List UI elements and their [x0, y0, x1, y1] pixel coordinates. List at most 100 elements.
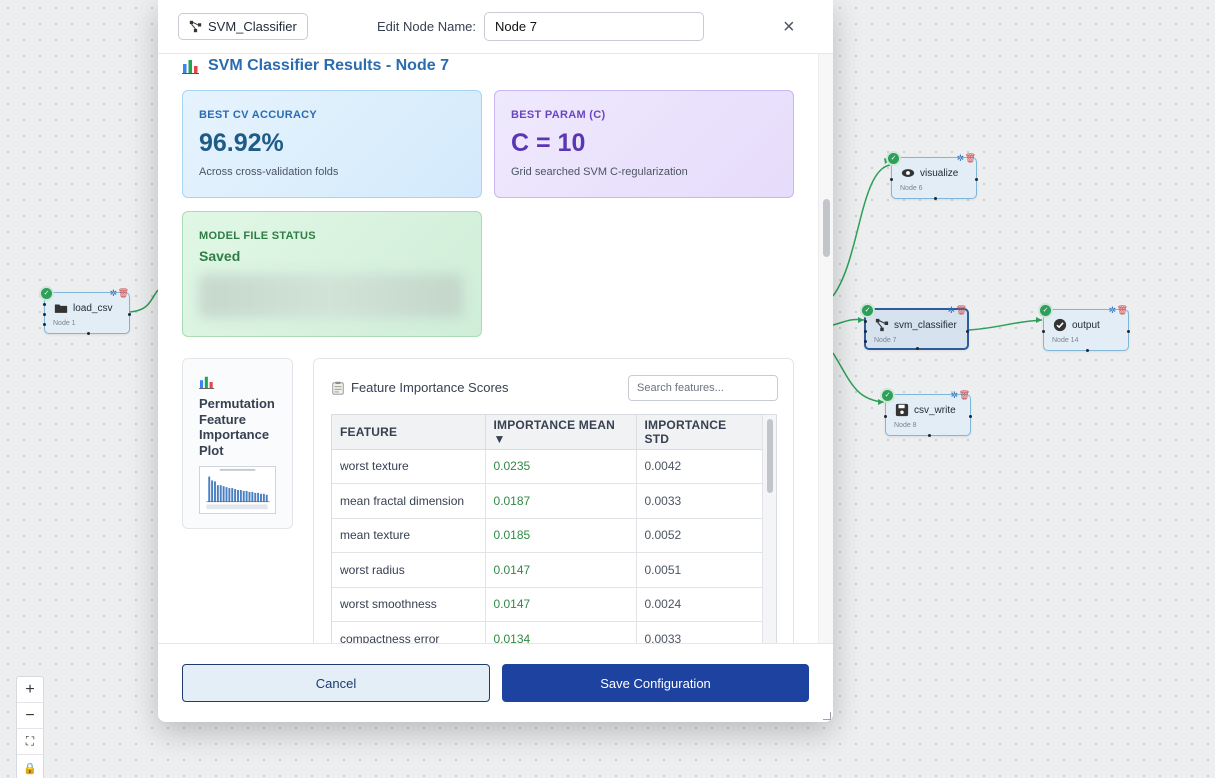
resize-handle-icon[interactable]: [823, 712, 831, 720]
cell-std: 0.0042: [636, 449, 763, 484]
zoom-in-button[interactable]: +: [17, 677, 43, 703]
cell-mean: 0.0187: [485, 483, 637, 519]
importance-title-text: Feature Importance Scores: [351, 380, 509, 395]
table-row: mean fractal dimension 0.0187 0.0033: [332, 483, 763, 519]
modal-scroll-thumb[interactable]: [823, 199, 830, 257]
cell-mean: 0.0235: [485, 449, 637, 484]
status-ok-icon: ✓: [862, 305, 873, 316]
modal-body: SVM Classifier Results - Node 7 BEST CV …: [158, 54, 818, 643]
lock-button[interactable]: 🔒: [23, 762, 37, 775]
node-load-csv[interactable]: ✓ ✲ 🗑 load_csv Node 1: [41, 288, 131, 335]
param-desc: Grid searched SVM C-regularization: [511, 166, 688, 178]
node-sub: Node 6: [900, 185, 923, 192]
status-ok-icon: ✓: [882, 390, 893, 401]
bar-chart-icon: [182, 60, 199, 74]
network-icon: [875, 318, 889, 332]
model-status-label: MODEL FILE STATUS: [199, 230, 316, 242]
cell-std: 0.0033: [636, 483, 763, 519]
network-icon: [189, 20, 202, 33]
table-row: worst texture 0.0235 0.0042: [332, 449, 763, 484]
node-visualize[interactable]: ✓ ✲ 🗑 visualize Node 6: [888, 153, 978, 200]
cell-std: 0.0033: [636, 621, 763, 643]
zoom-controls: + − ⛶ 🔒: [16, 676, 44, 778]
node-name-input[interactable]: [484, 12, 704, 41]
accuracy-label: BEST CV ACCURACY: [199, 109, 318, 121]
importance-table-card: Feature Importance Scores FEATURE IMPORT…: [313, 358, 794, 643]
param-label: BEST PARAM (C): [511, 109, 606, 121]
node-type-label: SVM_Classifier: [208, 19, 297, 34]
cell-feature: worst radius: [332, 552, 486, 588]
model-status-value: Saved: [199, 248, 241, 264]
node-output[interactable]: ✓ ✲ 🗑 output Node 14: [1040, 305, 1130, 352]
table-scrollbar[interactable]: [762, 415, 776, 643]
cell-feature: mean texture: [332, 518, 486, 553]
plot-title: Permutation Feature Importance Plot: [199, 396, 275, 458]
node-label: csv_write: [914, 405, 956, 416]
edge-svm-to-output: [968, 319, 1043, 331]
trash-icon[interactable]: 🗑: [1116, 305, 1128, 315]
feature-search-input[interactable]: [628, 375, 778, 401]
node-svm-classifier[interactable]: ✓ ✲ 🗑 svm_classifier Node 7: [862, 305, 969, 350]
eye-icon: [901, 169, 915, 177]
node-label: svm_classifier: [894, 320, 957, 331]
trash-icon[interactable]: 🗑: [117, 288, 129, 298]
table-scroll-thumb[interactable]: [767, 419, 773, 493]
table-row: compactness error 0.0134 0.0033: [332, 621, 763, 643]
col-importance-mean[interactable]: IMPORTANCE MEAN ▼: [485, 415, 637, 450]
cancel-button[interactable]: Cancel: [182, 664, 490, 702]
save-configuration-button[interactable]: Save Configuration: [502, 664, 809, 702]
param-card: BEST PARAM (C) C = 10 Grid searched SVM …: [494, 90, 794, 198]
trash-icon[interactable]: 🗑: [964, 153, 976, 163]
cell-feature: compactness error: [332, 621, 486, 643]
cell-std: 0.0051: [636, 552, 763, 588]
node-csv-write[interactable]: ✓ ✲ 🗑 csv_write Node 8: [882, 390, 972, 437]
trash-icon[interactable]: 🗑: [955, 305, 967, 315]
accuracy-value: 96.92%: [199, 129, 284, 157]
importance-plot-card[interactable]: Permutation Feature Importance Plot: [182, 358, 293, 529]
cell-mean: 0.0147: [485, 552, 637, 588]
redacted-path: [199, 274, 463, 318]
cell-mean: 0.0147: [485, 587, 637, 622]
status-ok-icon: ✓: [888, 153, 899, 164]
status-ok-icon: ✓: [1040, 305, 1051, 316]
importance-plot-thumbnail[interactable]: [199, 466, 276, 514]
table-row: worst smoothness 0.0147 0.0024: [332, 587, 763, 622]
cell-std: 0.0052: [636, 518, 763, 553]
node-config-modal: SVM_Classifier Edit Node Name: × SVM Cla…: [158, 0, 833, 722]
cell-mean: 0.0134: [485, 621, 637, 643]
results-title-text: SVM Classifier Results - Node 7: [208, 57, 449, 74]
zoom-out-button[interactable]: −: [17, 703, 43, 729]
save-icon: [895, 403, 909, 417]
table-row: mean texture 0.0185 0.0052: [332, 518, 763, 553]
gear-icon[interactable]: ✲: [109, 288, 117, 298]
results-title: SVM Classifier Results - Node 7: [182, 57, 449, 75]
importance-table-title: Feature Importance Scores: [331, 380, 509, 395]
node-sub: Node 8: [894, 422, 917, 429]
node-type-badge[interactable]: SVM_Classifier: [178, 13, 308, 40]
check-circle-icon: [1053, 318, 1067, 332]
gear-icon[interactable]: ✲: [950, 390, 958, 400]
close-icon[interactable]: ×: [783, 16, 795, 38]
bar-chart-icon: [199, 376, 214, 389]
node-label: visualize: [920, 168, 959, 179]
col-importance-std[interactable]: IMPORTANCE STD: [636, 415, 763, 450]
edge-load-to-svm: [129, 289, 159, 313]
cell-feature: worst smoothness: [332, 587, 486, 622]
modal-scrollbar[interactable]: [818, 54, 833, 643]
cell-feature: worst texture: [332, 449, 486, 484]
trash-icon[interactable]: 🗑: [958, 390, 970, 400]
modal-footer: Cancel Save Configuration: [158, 643, 833, 722]
accuracy-card: BEST CV ACCURACY 96.92% Across cross-val…: [182, 90, 482, 198]
cell-feature: mean fractal dimension: [332, 483, 486, 519]
model-status-card: MODEL FILE STATUS Saved: [182, 211, 482, 337]
cell-mean: 0.0185: [485, 518, 637, 553]
node-label: load_csv: [73, 303, 113, 314]
gear-icon[interactable]: ✲: [956, 153, 964, 163]
fit-view-button[interactable]: ⛶: [17, 729, 43, 755]
edge-svm-to-csvwrite: [832, 352, 885, 403]
col-feature[interactable]: FEATURE: [332, 415, 486, 450]
clipboard-icon: [332, 381, 344, 395]
gear-icon[interactable]: ✲: [1108, 305, 1116, 315]
gear-icon[interactable]: ✲: [947, 305, 955, 315]
